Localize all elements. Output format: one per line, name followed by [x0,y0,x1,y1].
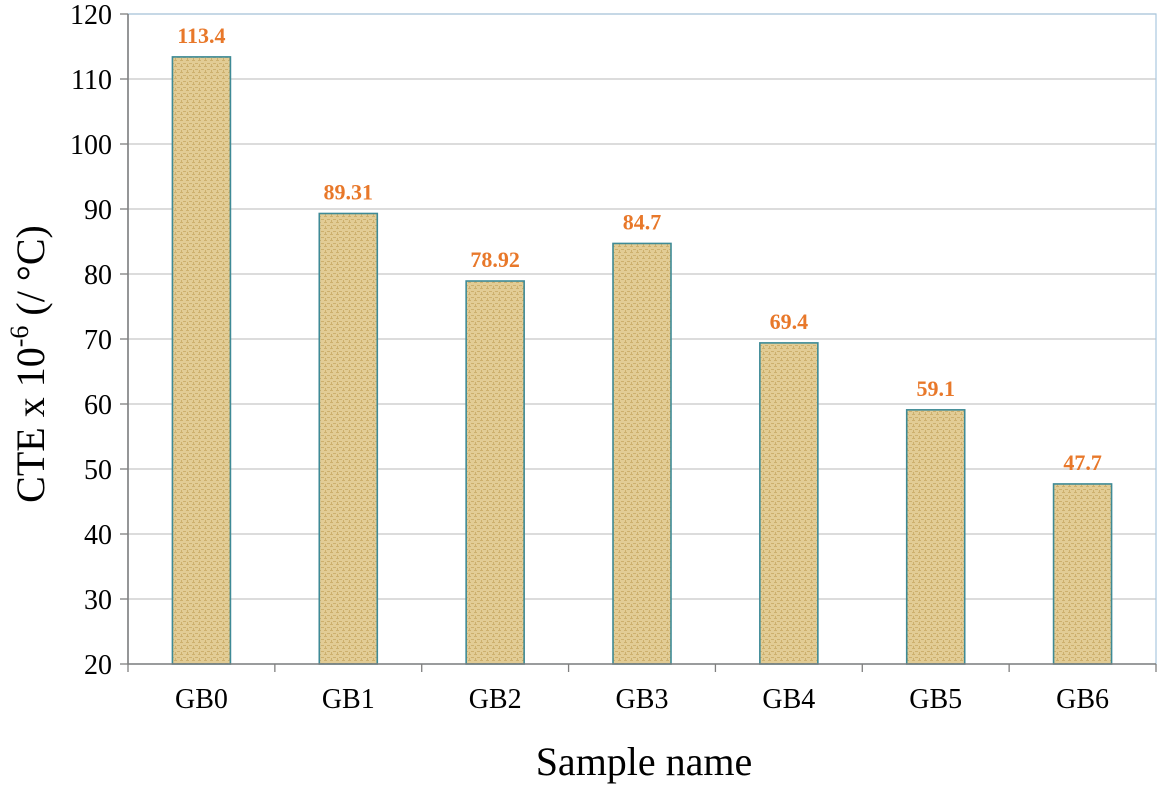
y-tick-label: 110 [71,65,112,96]
x-tick-label: GB6 [1056,684,1109,715]
data-label: 113.4 [177,23,225,48]
y-tick-label: 120 [70,0,112,31]
data-label: 47.7 [1063,450,1102,475]
x-tick-label: GB0 [175,684,228,715]
x-axis-title: Sample name [536,739,753,784]
data-label: 78.92 [470,247,520,272]
bar-gb0 [171,56,232,665]
y-tick-labels: 20 30 40 50 60 70 80 90 100 110 120 [70,0,128,681]
x-tick-labels: GB0 GB1 GB2 GB3 GB4 GB5 GB6 [175,684,1109,715]
y-tick-label: 60 [84,390,112,421]
x-tick-label: GB2 [469,684,522,715]
bar-gb4 [759,342,819,665]
bar-gb3 [612,242,672,665]
bar-gb6 [1052,483,1113,665]
bar-gb5 [905,409,966,665]
data-label: 59.1 [916,376,955,401]
y-tick-label: 50 [84,455,112,486]
y-tick-label: 80 [84,260,112,291]
y-axis-title-unit: (/ °C) [8,225,53,325]
data-labels: 113.4 89.31 78.92 84.7 69.4 59.1 47.7 [177,23,1102,475]
data-label: 89.31 [324,179,374,204]
x-tick-label: GB4 [762,684,815,715]
data-label: 69.4 [770,309,809,334]
data-label: 84.7 [623,209,662,234]
y-tick-label: 30 [84,585,112,616]
x-tick-label: GB1 [322,684,375,715]
y-axis-title-exponent: -6 [5,326,34,348]
y-axis-title: CTE x 10-6 (/ °C) [5,225,53,503]
x-tick-label: GB5 [909,684,962,715]
y-tick-label: 40 [84,520,112,551]
y-tick-label: 70 [84,325,112,356]
x-tick-label: GB3 [616,684,669,715]
bars [171,56,1113,665]
y-tick-label: 100 [70,130,112,161]
bar-gb2 [465,280,525,665]
y-tick-label: 20 [84,650,112,681]
y-tick-label: 90 [84,195,112,226]
y-axis-title-main: CTE x 10 [8,347,53,503]
bar-gb1 [318,212,379,665]
